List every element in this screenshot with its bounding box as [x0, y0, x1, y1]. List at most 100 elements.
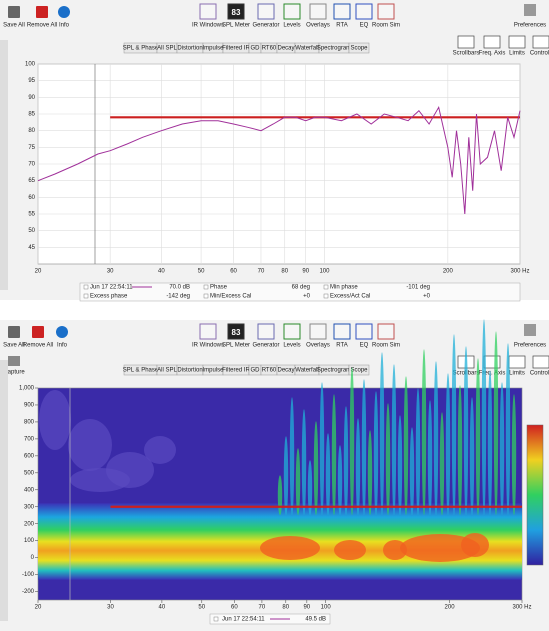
spectrogram-streak [283, 436, 289, 516]
toolbar-button[interactable]: EQ [360, 23, 369, 29]
view-button[interactable]: Limits [509, 371, 525, 377]
spectrogram-hotspot [461, 533, 489, 557]
y-tick-label: 75 [28, 145, 35, 151]
tab-label[interactable]: Decay [277, 368, 294, 374]
spectrogram-hotspot [260, 536, 320, 560]
legend-checkbox[interactable] [323, 284, 329, 290]
tab-label[interactable]: Filtered IR [222, 46, 250, 52]
toolbar-icon [58, 6, 70, 18]
tab-label[interactable]: Decay [277, 46, 294, 52]
spectrogram-streak [391, 364, 397, 516]
y-tick-label: 65 [28, 178, 35, 184]
toolbar-button[interactable]: Generator [252, 343, 279, 349]
tab-label[interactable]: All SPL [157, 368, 177, 374]
x-tick-label: 70 [258, 269, 265, 275]
x-tick-label: 80 [281, 269, 288, 275]
tab-label[interactable]: RT60 [262, 46, 277, 52]
legend-checkbox[interactable] [323, 293, 329, 299]
toolbar-button[interactable]: SPL Meter [222, 343, 250, 349]
toolbar-button[interactable]: IR Windows [192, 23, 224, 29]
toolbar-button[interactable]: Levels [283, 23, 300, 29]
toolbar-button[interactable]: Save All [3, 343, 25, 349]
view-button[interactable]: Limits [509, 51, 525, 57]
toolbar-button[interactable]: RTA [336, 23, 347, 29]
legend-checkbox[interactable] [203, 284, 209, 290]
view-icon [508, 35, 526, 49]
toolbar-button[interactable]: Info [57, 343, 68, 349]
tab[interactable] [348, 42, 370, 54]
y-tick-label: 90 [28, 95, 35, 101]
tab-label[interactable]: Spectrogram [317, 46, 351, 52]
tab-label[interactable]: Filtered IR [222, 368, 250, 374]
toolbar-button[interactable]: Info [59, 23, 70, 29]
toolbar-button[interactable]: Preferences [514, 23, 546, 29]
view-button[interactable]: Freq. Axis [479, 371, 506, 377]
tab-label[interactable]: Impulse [202, 368, 224, 374]
spectrogram-streak [307, 460, 313, 516]
toolbar-button[interactable]: Room Sim [372, 23, 400, 29]
view-button[interactable]: Scrollbars [453, 51, 480, 57]
x-tick-label: 20 [35, 269, 42, 275]
tab-label[interactable]: SPL & Phase [123, 368, 159, 374]
legend-checkbox[interactable] [203, 293, 209, 299]
legend-value: 70.0 dB [169, 285, 190, 291]
tab-label[interactable]: GD [251, 46, 261, 52]
toolbar-button[interactable]: Preferences [514, 343, 546, 349]
toolbar-button[interactable]: Remove All [23, 343, 53, 349]
x-tick-label: 40 [158, 269, 165, 275]
x-tick-label: 30 [107, 605, 114, 611]
tab-label[interactable]: RT60 [262, 368, 277, 374]
spectrogram-streak [493, 331, 499, 516]
tab-label[interactable]: Impulse [202, 46, 224, 52]
toolbar-button[interactable]: Save All [3, 23, 25, 29]
view-button[interactable]: Controls [530, 371, 549, 377]
tab-label[interactable]: Waterfall [295, 368, 318, 374]
view-button[interactable]: Controls [530, 51, 549, 57]
x-tick-label: 90 [303, 605, 310, 611]
tab-label[interactable]: Scope [350, 368, 368, 374]
toolbar-button[interactable]: Levels [283, 343, 300, 349]
spectrogram-streak [409, 427, 415, 516]
capture-button[interactable]: Capture [3, 370, 25, 376]
spectrogram-streak [499, 382, 505, 516]
y-tick-label: 100 [24, 538, 35, 544]
tab-label[interactable]: GD [251, 368, 261, 374]
view-button[interactable]: Freq. Axis [479, 51, 506, 57]
toolbar-button[interactable]: Room Sim [372, 343, 400, 349]
spectrogram-streak [439, 412, 445, 516]
x-tick-label: 300 Hz [512, 605, 531, 611]
tab-label[interactable]: Spectrogram [317, 368, 351, 374]
toolbar-button[interactable]: EQ [360, 343, 369, 349]
toolbar-button[interactable]: IR Windows [192, 343, 224, 349]
legend-panel [79, 282, 521, 302]
toolbar-button[interactable]: Overlays [306, 343, 330, 349]
spectrogram-streak [367, 430, 373, 516]
spectrogram-streak [397, 415, 403, 516]
x-tick-label: 40 [159, 605, 166, 611]
tab[interactable] [348, 364, 370, 376]
toolbar-button[interactable]: SPL Meter [222, 23, 250, 29]
tab-label[interactable]: Distortion [177, 368, 202, 374]
y-tick-label: 70 [28, 162, 35, 168]
legend-name: Phase [210, 285, 228, 291]
tab-label[interactable]: Distortion [177, 46, 202, 52]
toolbar-button[interactable]: RTA [336, 343, 347, 349]
y-tick-label: 800 [24, 419, 35, 425]
legend-checkbox[interactable] [83, 284, 89, 290]
toolbar-button[interactable]: Generator [252, 23, 279, 29]
toolbar-icon [32, 326, 44, 338]
spectrogram-streak [355, 418, 361, 516]
legend-checkbox[interactable] [83, 293, 89, 299]
spectrogram-streak [427, 400, 433, 516]
tab-label[interactable]: SPL & Phase [123, 46, 159, 52]
toolbar-icon [36, 6, 48, 18]
tab-label[interactable]: Waterfall [295, 46, 318, 52]
tab-label[interactable]: All SPL [157, 46, 177, 52]
legend-name: Min/Excess Cal [210, 294, 251, 300]
toolbar-button[interactable]: Remove All [27, 23, 57, 29]
toolbar-button[interactable]: Overlays [306, 23, 330, 29]
spectrogram-streak [337, 445, 343, 516]
tab-label[interactable]: Scope [350, 46, 368, 52]
legend-checkbox[interactable] [213, 616, 219, 622]
toolbar-icon [333, 323, 351, 340]
